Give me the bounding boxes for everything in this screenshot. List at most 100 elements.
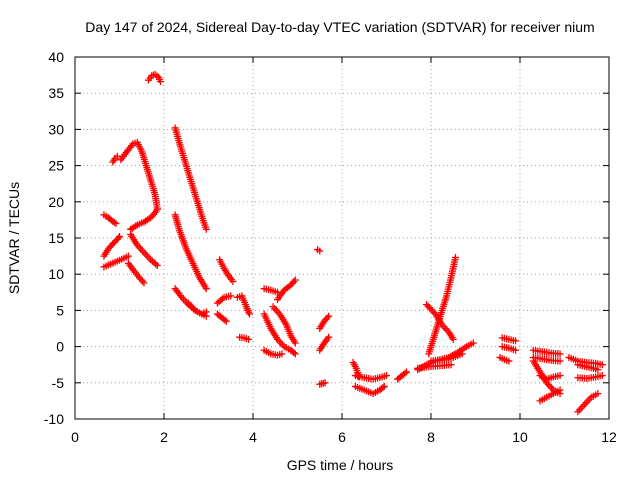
data-point: [229, 277, 237, 285]
data-series: [213, 292, 235, 307]
y-tick-label: 0: [56, 339, 64, 355]
data-series: [100, 211, 120, 228]
x-tick-label: 12: [601, 429, 617, 445]
data-point: [449, 335, 457, 343]
data-series: [236, 333, 253, 343]
data-series: [351, 372, 390, 383]
data-point: [113, 152, 121, 160]
y-tick-label: 35: [48, 85, 64, 101]
data-series: [316, 333, 333, 354]
data-point: [202, 308, 210, 316]
data-point: [598, 361, 606, 369]
data-point: [379, 384, 387, 392]
data-point: [594, 390, 602, 398]
data-point: [316, 247, 324, 255]
data-series: [171, 211, 210, 293]
data-point: [227, 292, 235, 300]
data-series: [109, 152, 121, 166]
data-series: [124, 259, 148, 287]
data-series: [171, 124, 210, 233]
data-point: [383, 372, 390, 380]
data-point: [401, 369, 409, 377]
data-point: [598, 372, 606, 380]
data-series: [427, 339, 477, 365]
data-point: [202, 285, 210, 293]
data-series: [127, 205, 161, 233]
data-point: [291, 276, 299, 284]
data-series: [216, 256, 237, 285]
data-point: [469, 339, 477, 347]
data-point: [512, 346, 520, 354]
data-point: [556, 372, 564, 380]
data-series: [536, 386, 564, 405]
data-series: [351, 382, 388, 398]
data-series: [260, 346, 286, 359]
data-point: [202, 225, 210, 233]
data-series: [574, 361, 602, 374]
data-series: [260, 310, 299, 358]
y-tick-label: 25: [48, 158, 64, 174]
data-point: [325, 333, 333, 341]
data-point: [278, 350, 286, 358]
data-point: [221, 316, 229, 324]
y-tick-label: 40: [48, 49, 64, 65]
data-series: [184, 299, 210, 318]
data-series: [574, 372, 606, 382]
data-point: [594, 366, 602, 374]
y-tick-label: 10: [48, 266, 64, 282]
data-series: [100, 233, 123, 260]
data-series: [394, 368, 411, 383]
data-series: [529, 357, 564, 398]
data-point: [114, 234, 122, 242]
data-series: [269, 303, 299, 347]
data-point: [380, 382, 388, 390]
data-points: [100, 70, 606, 416]
data-series: [144, 70, 164, 86]
data-point: [447, 361, 455, 369]
data-series: [213, 310, 230, 325]
data-series: [314, 246, 324, 255]
data-series: [100, 252, 132, 271]
data-point: [291, 339, 299, 347]
data-series: [233, 292, 253, 318]
x-tick-label: 6: [338, 429, 346, 445]
data-series: [498, 334, 520, 345]
data-series: [425, 254, 459, 358]
data-point: [403, 368, 411, 376]
y-tick-label: -5: [52, 375, 65, 391]
x-tick-label: 8: [427, 429, 435, 445]
x-axis: 0 2 4 6 8 10 12: [71, 57, 617, 445]
x-tick-label: 2: [160, 429, 168, 445]
chart-title: Day 147 of 2024, Sidereal Day-to-day VTE…: [85, 19, 594, 35]
data-point: [245, 310, 253, 318]
y-axis-label: SDTVAR / TECUs: [6, 182, 22, 294]
data-point: [505, 357, 513, 365]
x-axis-label: GPS time / hours: [287, 457, 394, 473]
x-tick-label: 4: [249, 429, 257, 445]
data-series: [529, 353, 564, 365]
data-series: [536, 372, 564, 383]
y-tick-label: 15: [48, 230, 64, 246]
y-axis: -10 -5 0 5 10 15 20 25 30 35 40: [44, 49, 609, 427]
data-point: [218, 295, 226, 303]
data-point: [321, 379, 329, 387]
data-point: [512, 337, 520, 345]
data-series: [316, 379, 329, 388]
data-series: [316, 312, 333, 332]
data-point: [124, 252, 132, 260]
data-point: [112, 220, 120, 228]
data-point: [110, 218, 118, 226]
data-point: [132, 222, 140, 230]
data-point: [152, 260, 160, 268]
data-series: [273, 276, 299, 304]
data-point: [156, 78, 164, 86]
grid: [75, 57, 609, 419]
data-series: [529, 346, 564, 358]
data-point: [116, 233, 123, 241]
data-series: [574, 390, 602, 416]
x-tick-label: 10: [512, 429, 528, 445]
data-point: [291, 350, 299, 358]
data-point: [451, 254, 459, 262]
data-point: [556, 357, 564, 365]
